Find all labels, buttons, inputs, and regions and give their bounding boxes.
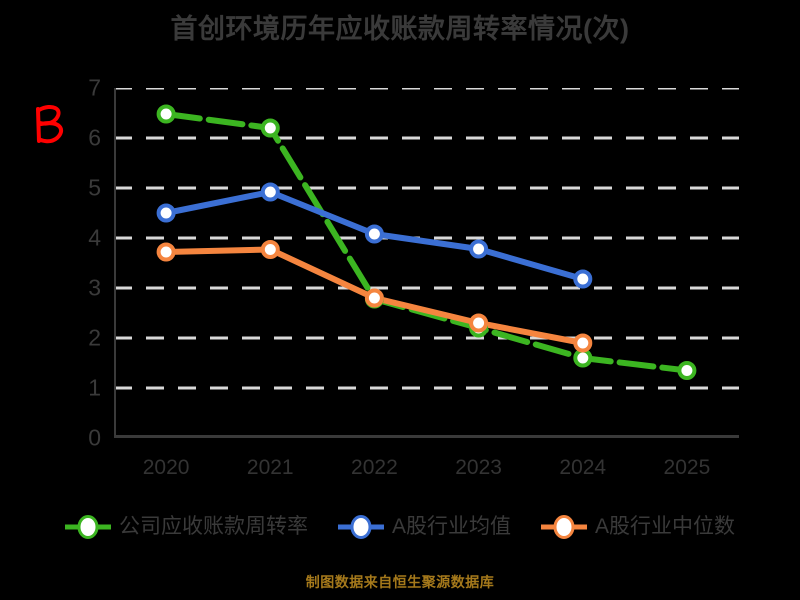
line-marker-icon [335, 515, 387, 539]
y-axis-tick-label: 2 [88, 324, 101, 351]
chart-legend: 公司应收账款周转率 A股行业均值 A股行业中位数 [0, 515, 800, 539]
y-axis-tick-label: 5 [88, 174, 101, 201]
axis-lines [114, 88, 739, 438]
x-axis-tick-label: 2021 [246, 456, 294, 479]
series-svg [114, 88, 739, 438]
brand-watermark-icon [30, 101, 72, 147]
data-series-group [163, 111, 690, 374]
legend-item-label: A股行业中位数 [595, 515, 736, 538]
legend-item[interactable]: A股行业中位数 [538, 515, 736, 539]
y-axis-tick-label: 7 [88, 74, 101, 101]
legend-item[interactable]: 公司应收账款周转率 [62, 515, 308, 539]
line-marker-icon [538, 515, 590, 539]
x-axis-tick-label: 2020 [142, 456, 190, 479]
legend-item[interactable]: A股行业均值 [335, 515, 511, 539]
x-axis-tick-label: 2023 [455, 456, 502, 479]
source-note: 制图数据来自恒生聚源数据库 [305, 574, 495, 590]
data-marker-group [156, 104, 697, 380]
legend-item-label: 公司应收账款周转率 [118, 515, 308, 538]
line-marker-icon [62, 515, 114, 539]
y-axis-tick-label: 4 [88, 224, 101, 251]
y-axis-tick-label: 0 [88, 424, 101, 451]
grid-lines [114, 88, 739, 390]
chart-title: 首创环境历年应收账款周转率情况(次) [170, 14, 630, 44]
y-axis-tick-label: 1 [88, 374, 101, 401]
x-axis-tick-label: 2024 [559, 456, 607, 479]
plot-area: 0 1 2 3 4 5 6 7 2020 2021 2022 2023 2024 2025 [88, 76, 739, 478]
legend-item-label: A股行业均值 [391, 515, 511, 538]
y-axis-tick-label: 3 [88, 274, 101, 301]
y-axis-tick-label: 6 [88, 124, 101, 151]
x-axis-tick-label: 2022 [351, 456, 398, 479]
x-axis-tick-label: 2025 [663, 456, 711, 479]
